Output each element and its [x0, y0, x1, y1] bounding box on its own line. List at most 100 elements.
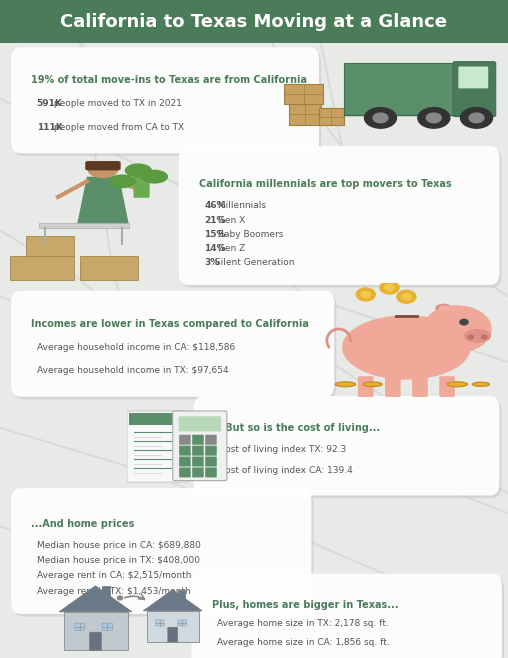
Text: people moved from CA to TX: people moved from CA to TX: [51, 123, 184, 132]
FancyBboxPatch shape: [344, 63, 455, 115]
Text: ...But so is the cost of living...: ...But so is the cost of living...: [214, 423, 380, 433]
FancyBboxPatch shape: [26, 236, 74, 257]
Ellipse shape: [335, 382, 356, 387]
FancyBboxPatch shape: [358, 376, 373, 397]
FancyBboxPatch shape: [147, 611, 199, 642]
FancyBboxPatch shape: [89, 632, 102, 650]
Text: 46%: 46%: [204, 201, 226, 211]
Text: Millennials: Millennials: [215, 201, 266, 211]
FancyBboxPatch shape: [102, 586, 110, 598]
FancyBboxPatch shape: [179, 445, 190, 455]
Circle shape: [397, 290, 416, 303]
Text: 15%: 15%: [204, 230, 226, 239]
FancyBboxPatch shape: [194, 576, 504, 658]
FancyBboxPatch shape: [13, 293, 336, 399]
Circle shape: [365, 108, 397, 128]
FancyBboxPatch shape: [127, 411, 189, 482]
Text: 3%: 3%: [204, 259, 219, 267]
Circle shape: [468, 335, 473, 339]
Circle shape: [356, 288, 375, 301]
Circle shape: [426, 113, 441, 122]
FancyBboxPatch shape: [74, 623, 85, 630]
Ellipse shape: [438, 305, 449, 311]
Text: Plus, homes are bigger in Texas...: Plus, homes are bigger in Texas...: [212, 600, 398, 610]
Polygon shape: [59, 586, 132, 612]
Ellipse shape: [464, 329, 491, 343]
FancyBboxPatch shape: [13, 491, 313, 617]
Text: 591K: 591K: [37, 99, 62, 108]
FancyBboxPatch shape: [168, 627, 178, 642]
FancyBboxPatch shape: [134, 173, 149, 198]
FancyBboxPatch shape: [412, 376, 428, 397]
FancyBboxPatch shape: [453, 62, 496, 116]
FancyBboxPatch shape: [178, 620, 186, 626]
FancyBboxPatch shape: [179, 457, 190, 467]
Circle shape: [142, 170, 167, 183]
FancyBboxPatch shape: [178, 590, 185, 599]
Circle shape: [373, 113, 388, 122]
Circle shape: [460, 108, 493, 128]
Circle shape: [460, 319, 468, 325]
Ellipse shape: [342, 315, 471, 380]
Circle shape: [125, 164, 151, 176]
FancyBboxPatch shape: [205, 445, 217, 455]
Text: Silent Generation: Silent Generation: [212, 259, 294, 267]
FancyBboxPatch shape: [64, 612, 128, 650]
FancyBboxPatch shape: [11, 488, 311, 614]
Circle shape: [418, 108, 450, 128]
Ellipse shape: [447, 382, 467, 387]
Ellipse shape: [363, 382, 382, 386]
Text: Cost of living index CA: 139.4: Cost of living index CA: 139.4: [219, 466, 353, 475]
FancyBboxPatch shape: [11, 47, 319, 153]
Circle shape: [380, 281, 399, 294]
FancyBboxPatch shape: [39, 223, 129, 228]
FancyBboxPatch shape: [192, 467, 204, 478]
FancyBboxPatch shape: [155, 620, 164, 626]
FancyBboxPatch shape: [194, 396, 499, 495]
Text: ...And home prices: ...And home prices: [31, 519, 135, 529]
FancyBboxPatch shape: [10, 257, 74, 280]
Text: Median house price in TX: $408,000: Median house price in TX: $408,000: [37, 556, 200, 565]
Text: Incomes are lower in Texas compared to California: Incomes are lower in Texas compared to C…: [31, 318, 309, 329]
Circle shape: [469, 113, 484, 122]
Circle shape: [361, 291, 370, 297]
FancyBboxPatch shape: [102, 623, 112, 630]
Text: Baby Boomers: Baby Boomers: [215, 230, 283, 239]
FancyBboxPatch shape: [179, 435, 190, 445]
Circle shape: [402, 293, 411, 300]
Text: California to Texas Moving at a Glance: California to Texas Moving at a Glance: [60, 13, 448, 31]
FancyBboxPatch shape: [173, 411, 227, 480]
FancyBboxPatch shape: [196, 399, 501, 498]
Text: Average household income in TX: $97,654: Average household income in TX: $97,654: [37, 367, 228, 375]
FancyBboxPatch shape: [85, 161, 121, 170]
Text: Average home size in TX: 2,178 sq. ft.: Average home size in TX: 2,178 sq. ft.: [217, 619, 389, 628]
Text: Median house price in CA: $689,880: Median house price in CA: $689,880: [37, 541, 201, 549]
FancyBboxPatch shape: [192, 457, 204, 467]
Text: Average household income in CA: $118,586: Average household income in CA: $118,586: [37, 343, 235, 351]
Text: Cost of living index TX: 92.3: Cost of living index TX: 92.3: [219, 445, 346, 453]
FancyBboxPatch shape: [284, 84, 323, 104]
Text: Average rent in TX: $1,453/month: Average rent in TX: $1,453/month: [37, 587, 190, 595]
FancyBboxPatch shape: [11, 291, 334, 397]
FancyBboxPatch shape: [192, 435, 204, 445]
Circle shape: [88, 163, 117, 178]
FancyBboxPatch shape: [205, 457, 217, 467]
FancyBboxPatch shape: [289, 104, 321, 125]
Circle shape: [482, 335, 487, 339]
FancyBboxPatch shape: [181, 149, 501, 288]
Text: California millennials are top movers to Texas: California millennials are top movers to…: [199, 178, 452, 189]
Text: 19% of total move-ins to Texas are from California: 19% of total move-ins to Texas are from …: [31, 75, 307, 86]
Circle shape: [385, 284, 394, 291]
Circle shape: [109, 175, 135, 188]
Text: people moved to TX in 2021: people moved to TX in 2021: [51, 99, 182, 108]
FancyBboxPatch shape: [205, 467, 217, 478]
FancyBboxPatch shape: [439, 376, 455, 397]
FancyBboxPatch shape: [129, 413, 188, 424]
FancyBboxPatch shape: [385, 376, 401, 397]
FancyBboxPatch shape: [192, 574, 502, 658]
FancyBboxPatch shape: [192, 445, 204, 455]
Text: Average rent in CA: $2,515/month: Average rent in CA: $2,515/month: [37, 571, 191, 580]
FancyBboxPatch shape: [458, 66, 488, 88]
Ellipse shape: [435, 303, 452, 313]
Text: 14%: 14%: [204, 244, 226, 253]
